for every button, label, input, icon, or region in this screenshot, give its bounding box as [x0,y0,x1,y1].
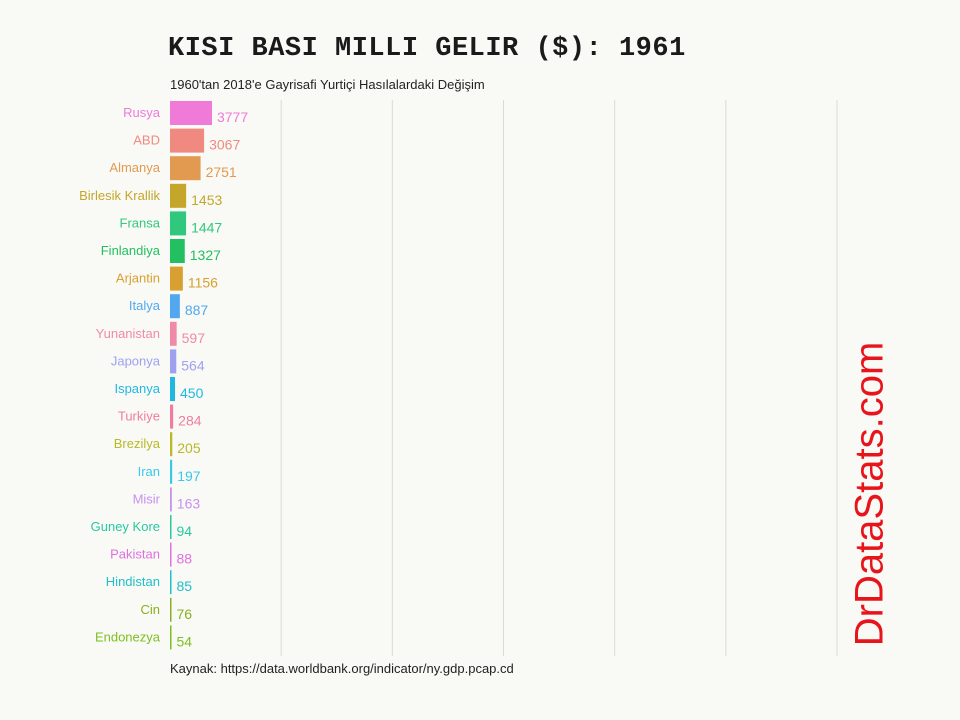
category-label: Misir [133,491,161,506]
category-label: Italya [129,298,161,313]
bar [170,294,180,319]
value-label: 564 [181,357,205,373]
category-label: Ispanya [114,381,160,396]
category-label: Endonezya [95,629,161,644]
category-labels: Rusya ABD Almanya Birlesik Krallik Fransa Fin… [79,105,161,644]
value-label: 197 [177,468,201,484]
category-label: ABD [133,133,160,148]
watermark: DrDataStats.com [847,341,892,647]
bar [170,625,172,650]
bar [170,459,173,484]
bar [170,542,172,567]
category-label: Pakistan [110,547,160,562]
bar [170,321,177,346]
value-label: 3777 [217,109,248,125]
bar [170,570,172,595]
value-label: 597 [182,330,206,346]
chart-title: KISI BASI MILLI GELIR ($): 1961 [168,34,686,64]
value-label: 1156 [188,275,218,291]
value-label: 284 [178,413,202,429]
bar [170,349,177,374]
category-label: Japonya [111,353,161,368]
value-label: 76 [177,606,193,622]
category-label: Birlesik Krallik [79,188,160,203]
value-label: 54 [177,633,193,649]
source-note: Kaynak: https://data.worldbank.org/indic… [170,661,514,676]
bar [170,515,172,539]
bar [170,239,185,263]
bar [170,266,183,291]
category-label: Finlandiya [101,243,161,258]
value-label: 2751 [206,164,237,180]
value-label: 1447 [191,219,222,235]
bar [170,156,201,181]
value-label: 3067 [209,137,240,153]
category-label: Yunanistan [96,326,160,341]
value-label: 94 [177,523,193,539]
value-label: 88 [177,551,193,567]
bar [170,404,174,429]
bar [170,183,187,208]
category-label: Arjantin [116,271,160,286]
gridlines [280,100,838,656]
bar [170,128,205,153]
bar [170,487,172,512]
bars [170,101,212,650]
value-label: 1327 [190,247,221,263]
bar [170,101,212,125]
category-label: Turkiye [118,409,160,424]
category-label: Iran [138,464,160,479]
category-label: Cin [140,602,160,617]
value-label: 1453 [191,192,222,208]
category-label: Rusya [123,105,161,120]
category-label: Brezilya [114,436,161,451]
category-label: Hindistan [106,574,160,589]
category-label: Fransa [120,215,161,230]
bar [170,432,173,457]
value-label: 450 [180,385,204,401]
bar [170,377,176,401]
value-label: 85 [177,578,193,594]
chart-subtitle: 1960'tan 2018'e Gayrisafi Yurtiçi Hasıla… [170,77,485,92]
value-label: 887 [185,302,209,318]
bar [170,211,187,236]
bar [170,597,172,622]
value-label: 163 [177,495,201,511]
value-labels: 3777 3067 2751 1453 1447 1327 1156 887 597 564 450… [177,109,249,649]
category-label: Guney Kore [91,519,160,534]
value-label: 205 [177,440,201,456]
category-label: Almanya [109,160,160,175]
